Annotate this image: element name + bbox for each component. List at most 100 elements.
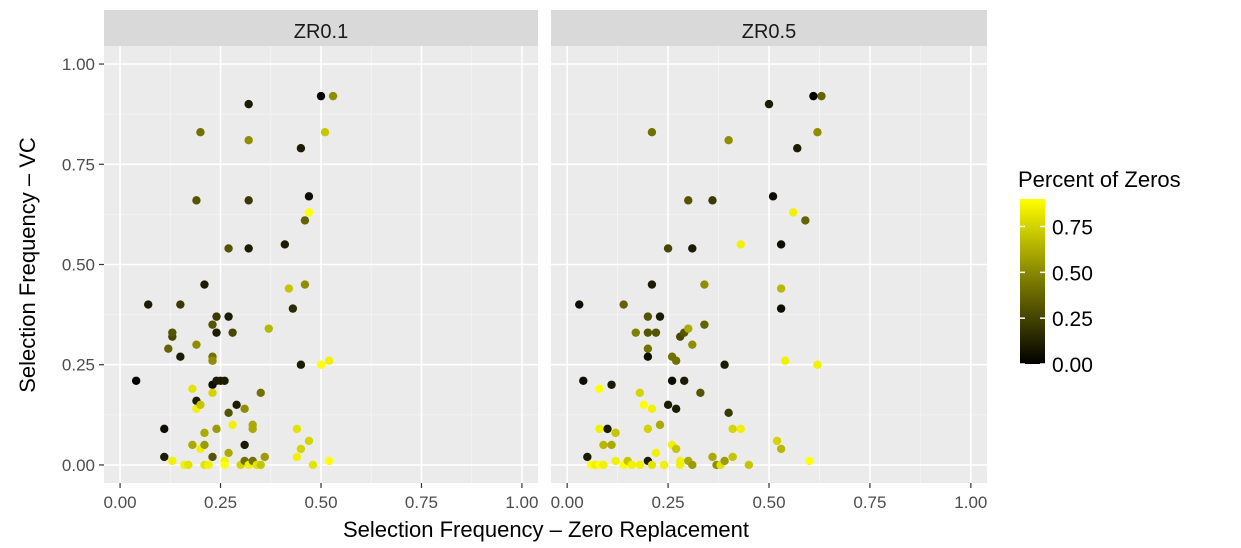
data-point [768,192,778,201]
gridlines [551,46,987,483]
data-point [684,196,693,205]
data-point [304,192,314,201]
data-point [780,356,790,365]
data-point [316,91,326,101]
data-point [160,452,169,462]
data-point [801,216,810,225]
data-point [244,136,253,145]
data-point [244,196,253,205]
data-point [663,400,673,410]
data-point [131,376,141,385]
data-point [176,352,185,361]
data-point [296,360,306,369]
facet-zr01: ZR0.1 [104,10,538,483]
data-point [228,420,237,430]
data-point [631,328,640,337]
x-tick-label: 0.25 [204,493,237,512]
data-point [817,91,826,101]
legend-ticks: 0.00 0.25 0.50 0.75 [1020,217,1093,377]
data-point [212,328,221,337]
data-point [603,424,612,434]
data-point [813,360,822,369]
x-tick-label: 0.75 [853,493,886,512]
data-point [256,460,265,470]
legend-tick-label: 0.25 [1052,308,1093,331]
data-point [212,312,221,321]
data-point [168,328,177,337]
data-point [728,452,737,462]
x-axis-facet-2: 0.00 0.25 0.50 0.75 1.00 [551,483,987,512]
data-point [647,127,657,137]
data-point [776,284,786,293]
data-point [643,424,653,434]
data-point [320,127,330,137]
data-point [595,424,604,434]
data-point [700,320,709,329]
data-point [696,388,705,397]
data-point [324,456,334,466]
data-point [720,360,729,369]
data-point [793,144,802,153]
data-point [292,424,302,434]
data-point [188,384,197,393]
data-point [192,196,201,205]
data-point [212,424,221,434]
data-point [296,444,306,454]
data-point [579,376,588,385]
data-point [200,280,209,289]
data-point [639,400,649,410]
data-point [192,340,201,349]
data-point [328,91,338,101]
legend-tick-label: 0.50 [1052,262,1093,285]
data-point [244,99,253,109]
data-point [643,328,653,337]
data-point [292,452,302,462]
data-point [651,328,661,337]
data-point [708,452,717,462]
data-point [611,428,620,438]
data-point [224,312,233,321]
data-point [724,408,733,418]
data-point [772,436,782,446]
facet-strip [104,10,538,46]
data-point [232,400,241,410]
data-point [736,240,745,249]
data-point [575,300,584,309]
facet-strip-label: ZR0.5 [742,21,796,43]
x-tick-label: 1.00 [505,493,538,512]
data-point [224,244,233,253]
data-point [764,99,774,109]
data-points [575,91,826,470]
data-point [240,404,249,414]
color-legend: Percent of Zeros 0.00 0.25 0.50 0.75 [1018,167,1181,377]
data-point [220,460,229,470]
data-point [647,280,657,289]
data-point [168,456,177,466]
data-point [288,304,298,313]
data-point [260,452,269,462]
data-point [619,300,628,309]
data-point [244,244,253,253]
data-point [805,456,814,466]
data-point [164,344,173,353]
data-point [300,216,310,225]
data-point [188,440,197,450]
data-point [144,300,153,309]
data-point [599,460,608,470]
data-point [651,448,661,458]
data-point [196,127,205,137]
data-point [667,376,677,385]
y-tick-label: 1.00 [62,55,95,74]
x-tick-label: 0.50 [752,493,785,512]
data-point [280,240,290,249]
data-point [256,388,265,397]
x-tick-label: 0.50 [304,493,337,512]
y-tick-label: 0.75 [62,155,95,174]
data-point [635,460,645,470]
data-point [204,460,213,470]
y-tick-label: 0.25 [62,356,95,375]
data-point [776,304,786,313]
data-point [688,244,697,253]
data-point [647,404,657,414]
facet-strip-label: ZR0.1 [294,21,348,43]
